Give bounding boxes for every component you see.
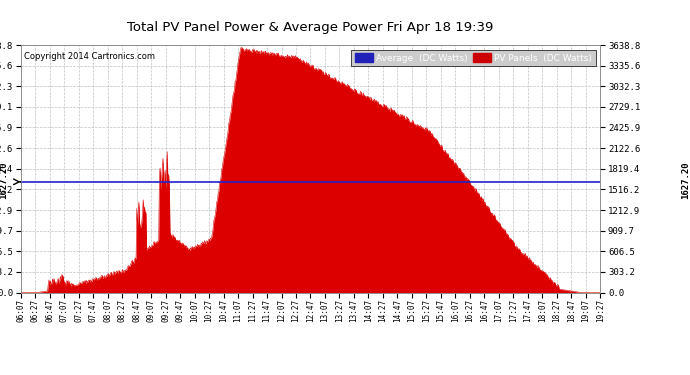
Text: 1627.20: 1627.20 <box>0 161 8 199</box>
Text: Total PV Panel Power & Average Power Fri Apr 18 19:39: Total PV Panel Power & Average Power Fri… <box>128 21 493 34</box>
Text: 1627.20: 1627.20 <box>681 161 690 199</box>
Text: Copyright 2014 Cartronics.com: Copyright 2014 Cartronics.com <box>23 53 155 62</box>
Legend: Average  (DC Watts), PV Panels  (DC Watts): Average (DC Watts), PV Panels (DC Watts) <box>351 50 595 66</box>
